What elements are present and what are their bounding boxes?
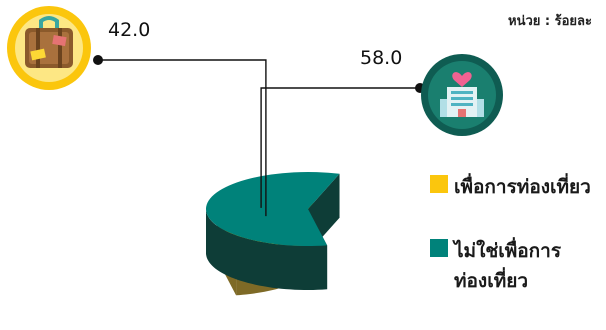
value-label-other: 58.0 [360,47,402,69]
legend-swatch-tourism [430,175,448,193]
legend-label-other: ไม่ใช่เพื่อการ ท่องเที่ยว [454,236,561,296]
legend-item-tourism: เพื่อการท่องเที่ยว [430,172,606,202]
legend-label-other-line1: ไม่ใช่เพื่อการ [454,240,562,262]
legend-label-other-line2: ท่องเที่ยว [454,270,529,292]
legend-swatch-other [430,239,448,257]
legend-label-tourism: เพื่อการท่องเที่ยว [454,176,591,198]
pie-slice-other [206,172,340,290]
suitcase-icon [7,6,91,90]
legend: เพื่อการท่องเที่ยว ไม่ใช่เพื่อการ ท่องเท… [430,172,606,330]
legend-item-other: ไม่ใช่เพื่อการ ท่องเที่ยว [430,236,606,296]
leader-line-1 [260,87,420,208]
value-label-tourism: 42.0 [108,19,150,41]
leader-dot-0 [93,55,103,65]
hospital-building-icon [421,54,503,136]
pie-chart: 42.0 58.0 [7,6,503,296]
leader-line-0 [98,59,267,217]
unit-label: หน่วย : ร้อยละ [508,14,592,29]
